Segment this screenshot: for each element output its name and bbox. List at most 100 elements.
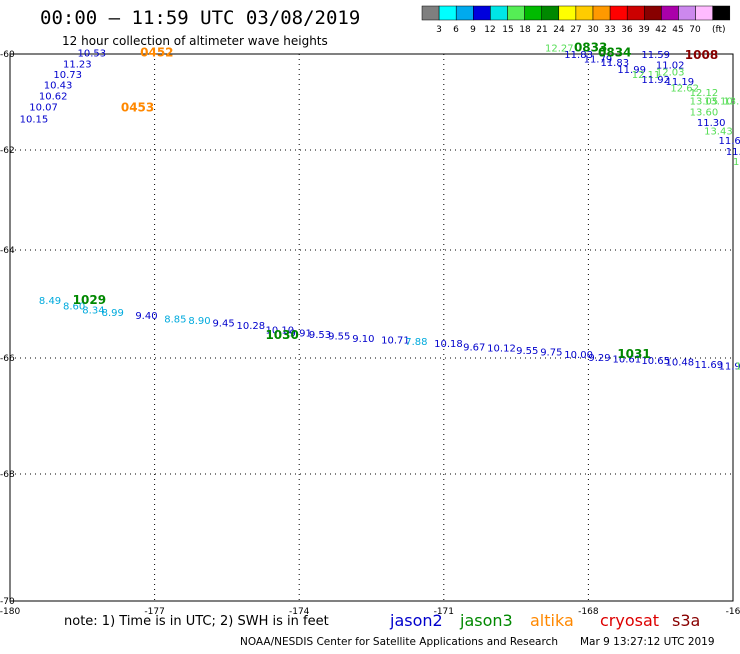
wave-height-value: 9.75 <box>540 347 562 358</box>
wave-height-value: 10.28 <box>237 321 266 332</box>
colorbar-label: 39 <box>638 25 650 35</box>
wave-height-value: 11.91 <box>719 362 740 373</box>
wave-height-value: 13.60 <box>690 107 719 118</box>
longitude-label: -171 <box>434 607 454 617</box>
wave-height-value: 12.03 <box>656 68 685 79</box>
colorbar-unit: (ft) <box>712 25 726 35</box>
latitude-label: -66 <box>0 354 15 364</box>
wave-height-value: 11.99 <box>617 65 646 76</box>
wave-height-value: 11.83 <box>564 50 593 61</box>
wave-height-value: 12.28 <box>735 362 740 373</box>
pass-time-label: 1030 <box>265 328 298 342</box>
wave-height-value: 8.34 <box>82 306 104 317</box>
wave-height-value: 8.90 <box>188 316 210 327</box>
pass-time-label: 1008 <box>685 48 718 62</box>
wave-height-value: 13.43 <box>704 127 733 138</box>
colorbar-swatch <box>609 5 628 21</box>
colorbar-swatch <box>558 5 577 21</box>
colorbar-label: 12 <box>484 25 495 35</box>
wave-height-value: 10.61 <box>613 355 642 366</box>
colorbar-swatch <box>695 5 713 21</box>
legend-cryosat: cryosat <box>600 611 659 630</box>
wave-height-value: 9.53 <box>309 330 331 341</box>
pass-time-label: 0834 <box>598 45 631 59</box>
wave-height-value: 9.29 <box>588 353 610 364</box>
wave-height-value: 10.15 <box>20 115 49 126</box>
colorbar-swatch <box>575 5 594 21</box>
graticule <box>10 54 733 601</box>
wave-height-value: 11.59 <box>641 50 670 61</box>
latitude-label: -64 <box>0 246 15 256</box>
wave-height-value: 9.45 <box>212 319 234 330</box>
wave-height-value: 8.60 <box>63 301 85 312</box>
wave-height-value: 9.55 <box>328 332 350 343</box>
wave-height-value: 9.67 <box>463 342 485 353</box>
wave-height-value: 10.18 <box>434 339 463 350</box>
colorbar-label: 33 <box>604 25 615 35</box>
wave-height-value: 10.43 <box>44 81 73 92</box>
colorbar-label: 21 <box>536 25 547 35</box>
wave-height-value: 8.49 <box>39 296 61 307</box>
latitude-label: -60 <box>0 50 15 60</box>
wave-height-value: 13.10 <box>704 96 733 107</box>
latitude-label: -62 <box>0 146 15 156</box>
wave-height-value: 9.91 <box>290 328 312 339</box>
colorbar-label: 6 <box>453 25 459 35</box>
wave-height-value: 11.30 <box>697 118 726 129</box>
colorbar-swatch <box>455 5 474 21</box>
wave-height-value: 12.62 <box>670 83 699 94</box>
latitude-label: -68 <box>0 470 15 480</box>
wave-height-value: 8.99 <box>102 308 124 319</box>
wave-height-value: 10.00 <box>564 350 593 361</box>
colorbar-label: 9 <box>470 25 476 35</box>
footer-note: note: 1) Time is in UTC; 2) SWH is in fe… <box>64 614 329 629</box>
wave-height-value: 10.48 <box>666 358 695 369</box>
pass-time-label: 1031 <box>617 347 650 361</box>
wave-height-value: 13.09 <box>723 96 740 107</box>
wave-height-value: 8.85 <box>164 314 186 325</box>
wave-height-value: 7.88 <box>405 337 427 348</box>
colorbar-swatch <box>490 5 508 21</box>
colorbar-label: 24 <box>553 25 565 35</box>
satellite-legend: jason2 jason3 altika cryosat s3a <box>389 611 700 630</box>
wave-height-value: 12.11 <box>632 70 661 81</box>
legend-jason3: jason3 <box>459 611 513 630</box>
wave-height-value: 11.63 <box>719 136 740 147</box>
colorbar-label: 15 <box>502 25 513 35</box>
credit-text: NOAA/NESDIS Center for Satellite Applica… <box>240 636 558 648</box>
colorbar-swatch <box>592 5 611 21</box>
longitude-label: -180 <box>0 607 20 617</box>
wave-height-value: 11.79 <box>584 55 613 66</box>
longitude-label: -177 <box>144 607 164 617</box>
wave-height-value: 10.10 <box>265 326 294 337</box>
colorbar-label: 42 <box>655 25 666 35</box>
colorbar-label: 27 <box>570 25 581 35</box>
colorbar-swatch <box>626 5 645 21</box>
page-subtitle: 12 hour collection of altimeter wave hei… <box>62 34 328 48</box>
wave-height-value: 10.71 <box>381 335 410 346</box>
wave-height-value: 10.73 <box>53 70 82 81</box>
pass-time-label: 0833 <box>574 41 607 55</box>
longitude-label: -16 <box>726 607 740 617</box>
wave-height-value: 9.55 <box>516 346 538 357</box>
wave-height-value: 9.40 <box>135 311 157 322</box>
pass-time-label: 0453 <box>121 101 154 115</box>
wave-height-value: 10.07 <box>29 103 58 114</box>
legend-s3a: s3a <box>672 611 700 630</box>
wave-height-value: 11. <box>726 147 740 158</box>
colorbar-label: 18 <box>519 25 531 35</box>
wave-height-value: 10.12 <box>487 344 516 355</box>
wave-height-value: 11.19 <box>666 77 695 88</box>
timestamp-text: Mar 9 13:27:12 UTC 2019 <box>580 636 715 648</box>
longitude-label: -168 <box>578 607 599 617</box>
page-title: 00:00 – 11:59 UTC 03/08/2019 <box>40 7 360 29</box>
wave-height-value: 11.92 <box>641 75 670 86</box>
colorbar-swatch <box>507 5 525 21</box>
colorbar-label: 70 <box>689 25 701 35</box>
pass-time-label: 1029 <box>73 293 106 307</box>
colorbar-swatch <box>524 5 542 21</box>
longitude-label: -174 <box>289 607 310 617</box>
colorbar-swatch <box>541 5 560 21</box>
